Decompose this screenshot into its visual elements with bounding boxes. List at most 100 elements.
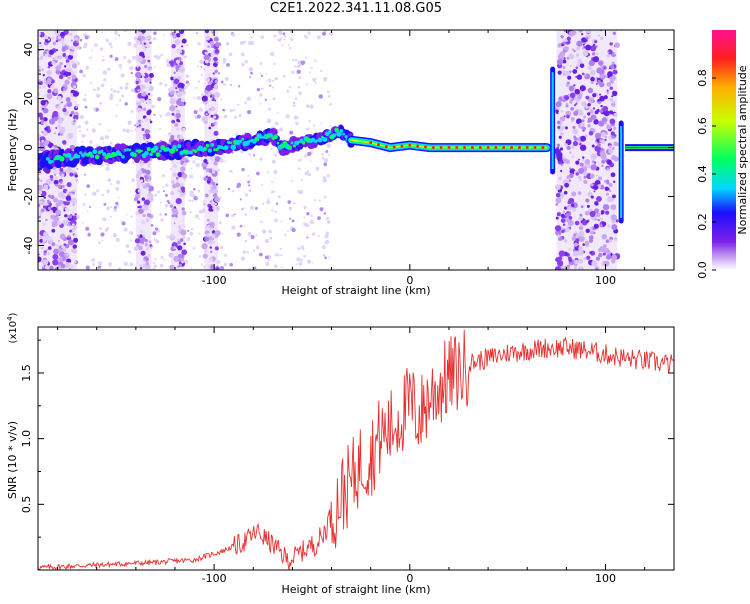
background-speckle (123, 227, 128, 232)
noise-speckle (600, 131, 607, 138)
noise-speckle (215, 183, 219, 186)
background-speckle (75, 250, 78, 253)
background-speckle (221, 232, 224, 235)
noise-speckle (608, 145, 612, 148)
background-speckle (248, 189, 252, 193)
snr-frame (37, 326, 675, 571)
background-speckle (207, 74, 210, 77)
noise-speckle (141, 210, 144, 213)
noise-speckle (600, 217, 603, 221)
noise-speckle (603, 66, 606, 70)
noise-speckle (604, 121, 607, 125)
noise-speckle (139, 84, 146, 90)
noise-speckle (147, 77, 152, 82)
ridge-core (175, 148, 179, 152)
noise-speckle (59, 233, 66, 240)
noise-speckle (595, 82, 598, 85)
background-speckle (222, 57, 227, 62)
noise-speckle (214, 202, 218, 206)
noise-speckle (172, 183, 177, 189)
noise-speckle (53, 88, 59, 94)
background-speckle (110, 88, 113, 91)
background-speckle (181, 219, 185, 222)
background-speckle (58, 267, 63, 270)
background-speckle (115, 103, 118, 106)
noise-speckle (137, 200, 141, 204)
noise-speckle (201, 95, 208, 102)
background-speckle (92, 263, 96, 266)
background-speckle (140, 119, 144, 124)
background-speckle (76, 215, 80, 219)
background-speckle (308, 71, 311, 74)
background-speckle (146, 254, 151, 258)
noise-speckle (48, 49, 55, 55)
background-speckle (197, 42, 201, 46)
background-speckle (303, 254, 306, 258)
background-speckle (139, 182, 142, 185)
background-speckle (216, 259, 221, 265)
background-speckle (317, 234, 320, 238)
background-speckle (147, 178, 150, 181)
background-speckle (326, 90, 330, 94)
noise-speckle (562, 210, 566, 214)
background-speckle (124, 102, 128, 106)
noise-speckle (554, 266, 562, 270)
noise-speckle (214, 155, 221, 162)
background-speckle (253, 266, 257, 270)
noise-speckle (599, 223, 603, 228)
background-speckle (207, 109, 212, 114)
background-speckle (233, 108, 236, 112)
noise-speckle (585, 163, 591, 169)
ridge-core (92, 149, 98, 155)
ridge-core (230, 144, 237, 151)
background-speckle (131, 178, 135, 183)
noise-speckle (171, 44, 176, 49)
background-speckle (226, 62, 230, 67)
noise-speckle (608, 148, 614, 154)
background-speckle (270, 147, 273, 151)
noise-speckle (565, 217, 570, 223)
noise-speckle (62, 52, 66, 57)
noise-speckle (605, 254, 612, 260)
noise-speckle (578, 30, 584, 33)
background-speckle (120, 67, 123, 70)
background-speckle (142, 34, 145, 36)
snr-content (38, 329, 674, 570)
background-speckle (207, 264, 211, 268)
background-speckle (115, 186, 120, 191)
background-speckle (139, 88, 142, 91)
background-speckle (276, 253, 280, 257)
noise-speckle (51, 220, 59, 227)
background-speckle (289, 46, 292, 50)
noise-speckle (589, 210, 596, 218)
noise-speckle (559, 116, 566, 122)
noise-speckle (573, 84, 576, 87)
ridge-hotspot (369, 141, 373, 145)
noise-speckle (72, 249, 77, 254)
noise-speckle (573, 135, 577, 139)
noise-speckle (59, 126, 66, 133)
background-speckle (294, 58, 298, 62)
noise-speckle (46, 78, 52, 84)
noise-speckle (142, 133, 146, 137)
background-speckle (108, 262, 113, 267)
noise-speckle (57, 239, 60, 242)
background-speckle (233, 213, 236, 216)
background-speckle (89, 56, 92, 59)
background-speckle (153, 113, 156, 116)
background-speckle (84, 193, 87, 196)
background-speckle (252, 154, 256, 157)
background-speckle (110, 45, 113, 49)
noise-speckle (583, 256, 587, 261)
background-speckle (56, 169, 59, 172)
background-speckle (70, 193, 73, 196)
noise-speckle (175, 87, 178, 90)
noise-speckle (579, 144, 587, 151)
noise-speckle (207, 176, 212, 181)
background-speckle (129, 262, 134, 267)
background-speckle (79, 69, 83, 74)
background-speckle (305, 56, 308, 59)
noise-speckle (584, 134, 588, 138)
background-speckle (139, 32, 143, 36)
background-speckle (270, 190, 274, 194)
